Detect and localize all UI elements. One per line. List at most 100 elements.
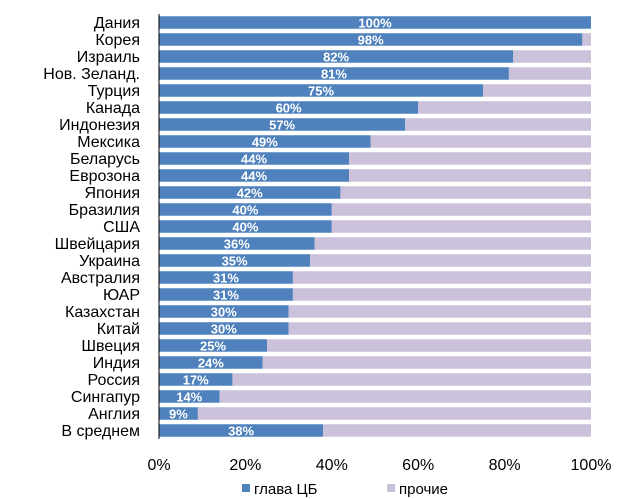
bar-series-1-22 (159, 390, 220, 403)
data-label: 81% (321, 67, 347, 82)
data-label: 17% (183, 373, 209, 388)
bar-series-1-3 (159, 67, 509, 80)
bar-series-1-6 (159, 118, 406, 131)
data-label: 98% (358, 33, 384, 48)
bar-series-1-15 (159, 271, 293, 284)
legend-swatch-series-2 (387, 484, 395, 492)
bar-series-1-21 (159, 373, 233, 386)
bar-series-1-4 (159, 84, 483, 97)
bar-series-2-1 (582, 33, 591, 46)
data-label: 40% (232, 220, 258, 235)
data-label: 44% (241, 169, 267, 184)
category-label: Нов. Зеланд. (43, 66, 140, 83)
data-label: 100% (358, 16, 392, 31)
bar-series-1-24 (159, 424, 324, 437)
data-label: 31% (213, 288, 239, 303)
bar-series-2-3 (508, 67, 591, 80)
bar-series-1-14 (159, 254, 311, 267)
bar-series-2-5 (418, 101, 591, 114)
data-label: 57% (269, 118, 295, 133)
bar-series-2-22 (219, 390, 592, 403)
data-label: 30% (211, 305, 237, 320)
data-label: 60% (276, 101, 302, 116)
data-labels: 100% 98% 82% 81% 75% 60% 57% 49% 44% 44% 42% 40% 40%… (169, 16, 392, 439)
bar-series-1-17 (159, 305, 289, 318)
data-label: 44% (241, 152, 267, 167)
data-label: 35% (222, 254, 248, 269)
bar-series-1-5 (159, 101, 419, 114)
category-label: Австралия (61, 270, 140, 287)
category-label: Япония (84, 185, 140, 202)
x-tick-label: 60% (402, 457, 434, 474)
data-label: 49% (252, 135, 278, 150)
bar-series-1-13 (159, 237, 315, 250)
bars-group (159, 16, 592, 437)
legend-swatch-series-1 (242, 484, 250, 492)
x-tick-label: 100% (571, 457, 612, 474)
data-label: 75% (308, 84, 334, 99)
bar-series-2-17 (288, 305, 591, 318)
category-label: Индонезия (59, 117, 140, 134)
bar-series-1-11 (159, 203, 332, 216)
category-label: Канада (86, 100, 140, 117)
category-label: Беларусь (70, 151, 140, 168)
bar-series-2-6 (405, 118, 591, 131)
bar-series-2-23 (197, 407, 591, 420)
data-label: 36% (224, 237, 250, 252)
category-label: Казахстан (65, 304, 140, 321)
bar-series-1-23 (159, 407, 198, 420)
bar-series-2-14 (310, 254, 591, 267)
category-label: Россия (88, 372, 140, 389)
category-label: ЮАР (103, 287, 140, 304)
bar-series-2-2 (513, 50, 591, 63)
bar-series-1-18 (159, 322, 289, 335)
bar-series-2-4 (483, 84, 591, 97)
x-tick-label: 0% (147, 457, 170, 474)
category-label: США (103, 219, 140, 236)
bar-series-2-8 (349, 152, 591, 165)
bar-series-2-24 (323, 424, 591, 437)
legend-label-series-2: прочие (399, 481, 448, 498)
data-label: 14% (176, 390, 202, 405)
x-tick-label: 40% (316, 457, 348, 474)
bar-series-2-11 (331, 203, 591, 216)
bar-series-2-16 (292, 288, 591, 301)
bar-series-1-0 (159, 16, 591, 29)
data-label: 40% (232, 203, 258, 218)
category-label: Бразилия (69, 202, 140, 219)
bar-series-1-12 (159, 220, 332, 233)
data-label: 30% (211, 322, 237, 337)
data-label: 82% (323, 50, 349, 65)
x-tick-labels: 0% 20% 40% 60% 80% 100% (147, 457, 611, 474)
data-label: 9% (169, 407, 188, 422)
bar-series-1-10 (159, 186, 341, 199)
data-label: 25% (200, 339, 226, 354)
category-label: Китай (97, 321, 140, 338)
bar-series-1-19 (159, 339, 267, 352)
bar-series-2-21 (232, 373, 591, 386)
bar-series-2-12 (331, 220, 591, 233)
category-label: Украина (79, 253, 140, 270)
x-tick-label: 80% (489, 457, 521, 474)
category-label: Швейцария (55, 236, 140, 253)
category-label: Швеция (81, 338, 140, 355)
legend-label-series-1: глава ЦБ (254, 481, 318, 498)
data-label: 38% (228, 424, 254, 439)
bar-series-2-19 (267, 339, 591, 352)
category-label: Мексика (77, 134, 140, 151)
bar-series-1-2 (159, 50, 514, 63)
category-label: В среднем (61, 423, 140, 440)
x-tick-label: 20% (229, 457, 261, 474)
bar-series-1-16 (159, 288, 293, 301)
bar-series-1-1 (159, 33, 583, 46)
bar-series-1-20 (159, 356, 263, 369)
bar-series-2-20 (262, 356, 591, 369)
category-label: Еврозона (69, 168, 140, 185)
bar-series-2-10 (340, 186, 591, 199)
bar-series-1-9 (159, 169, 350, 182)
category-label: Турция (88, 83, 140, 100)
data-label: 31% (213, 271, 239, 286)
bar-series-2-13 (314, 237, 591, 250)
